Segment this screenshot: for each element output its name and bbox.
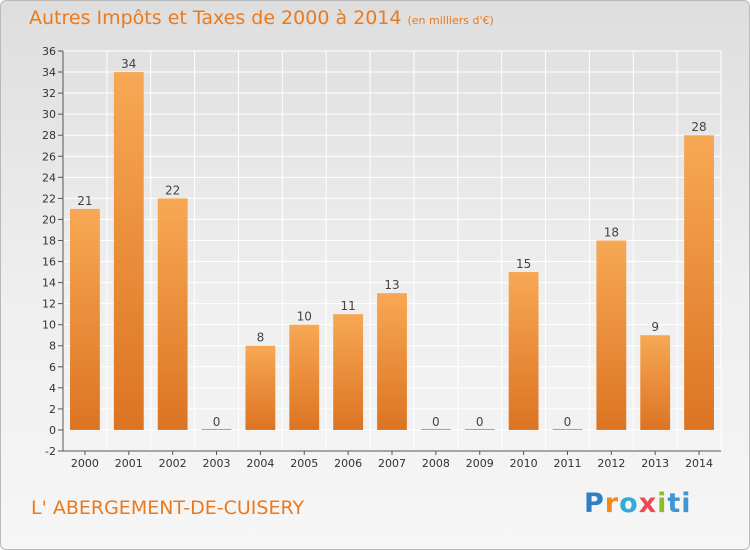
data-label: 0 [476, 415, 484, 429]
y-tick-label: -2 [45, 445, 56, 458]
y-tick-label: 36 [42, 45, 56, 58]
x-tick-label: 2007 [378, 457, 406, 470]
chart-title-text: Autres Impôts et Taxes de 2000 à 2014 [29, 7, 402, 29]
chart-title: Autres Impôts et Taxes de 2000 à 2014 (en… [29, 7, 494, 29]
y-tick-label: 22 [42, 192, 56, 205]
data-label: 28 [691, 120, 706, 134]
data-label: 10 [297, 310, 312, 324]
x-tick-label: 2013 [641, 457, 669, 470]
x-tick-label: 2005 [290, 457, 318, 470]
bar [333, 314, 364, 430]
data-label: 0 [432, 415, 440, 429]
x-tick-label: 2010 [510, 457, 538, 470]
data-label: 8 [257, 331, 265, 345]
bar [464, 428, 495, 430]
y-tick-label: 12 [42, 298, 56, 311]
bar [377, 293, 407, 430]
x-tick-label: 2008 [422, 457, 450, 470]
data-label: 0 [564, 415, 572, 429]
x-tick-label: 2001 [115, 457, 143, 470]
bar [113, 72, 144, 430]
x-tick-label: 2002 [159, 457, 187, 470]
data-label: 18 [604, 225, 619, 239]
x-tick-label: 2004 [246, 457, 274, 470]
y-tick-label: 8 [49, 340, 56, 353]
bar [552, 428, 583, 430]
bar [70, 208, 100, 430]
x-tick-label: 2000 [71, 457, 99, 470]
y-tick-label: 28 [42, 129, 56, 142]
y-tick-label: 34 [42, 66, 56, 79]
y-tick-label: 14 [42, 277, 56, 290]
bar [157, 198, 188, 430]
data-label: 13 [384, 278, 399, 292]
chart-unit: (en milliers d'€) [407, 14, 494, 27]
x-tick-label: 2003 [203, 457, 231, 470]
data-label: 9 [651, 320, 659, 334]
bar [245, 345, 276, 430]
y-tick-label: 26 [42, 150, 56, 163]
y-tick-label: 0 [49, 424, 56, 437]
data-label: 0 [213, 415, 221, 429]
y-tick-label: 10 [42, 319, 56, 332]
x-tick-label: 2011 [553, 457, 581, 470]
y-tick-label: 4 [49, 382, 56, 395]
bar [289, 324, 320, 430]
y-tick-label: 18 [42, 234, 56, 247]
bar [684, 135, 714, 430]
bar [596, 240, 627, 430]
data-label: 22 [165, 183, 180, 197]
x-tick-label: 2006 [334, 457, 362, 470]
y-tick-label: 6 [49, 361, 56, 374]
y-tick-label: 32 [42, 87, 56, 100]
y-tick-label: 30 [42, 108, 56, 121]
bar [640, 335, 671, 430]
commune-name: L' ABERGEMENT-DE-CUISERY [31, 497, 305, 519]
y-tick-label: 24 [42, 171, 56, 184]
x-tick-label: 2012 [597, 457, 625, 470]
y-tick-label: 20 [42, 213, 56, 226]
data-label: 34 [121, 57, 136, 71]
bar [201, 428, 232, 430]
x-tick-label: 2014 [685, 457, 713, 470]
bar [420, 428, 451, 430]
proxiti-logo: Proxiti [584, 488, 692, 519]
data-label: 11 [340, 299, 355, 313]
bar [508, 272, 539, 430]
data-label: 15 [516, 257, 531, 271]
y-tick-label: 16 [42, 256, 56, 269]
data-label: 21 [77, 194, 92, 208]
y-tick-label: 2 [49, 403, 56, 416]
x-tick-label: 2009 [466, 457, 494, 470]
